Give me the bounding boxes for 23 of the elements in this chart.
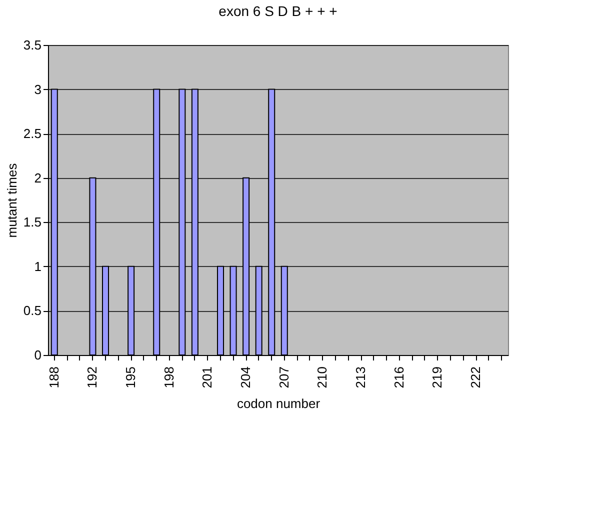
x-axis-title: codon number	[236, 396, 321, 412]
x-tick-label: 192	[84, 366, 100, 388]
chart-title: exon 6 S D B + + +	[218, 3, 338, 19]
x-tick-label: 216	[391, 366, 406, 388]
x-tick-label: 213	[353, 366, 368, 388]
y-tick-label: 1.5	[23, 214, 42, 230]
y-tick-label: 3.5	[23, 38, 42, 52]
y-axis-title: mutant times	[4, 162, 20, 238]
x-tick-label: 210	[314, 366, 330, 388]
y-tick-label: 2.5	[23, 126, 42, 142]
y-tick-label: 1	[34, 258, 42, 274]
x-tick-label: 201	[200, 366, 215, 388]
x-tick-label: 198	[161, 366, 176, 388]
x-tick-label: 207	[276, 366, 292, 388]
y-tick-label: 2	[34, 170, 42, 186]
x-tick-label: 219	[430, 366, 445, 388]
x-tick-label: 222	[468, 366, 484, 388]
x-tick-label: 204	[238, 366, 254, 388]
x-tick-label: 195	[123, 366, 138, 388]
y-tick-label: 0.5	[23, 303, 42, 318]
x-tick-label: 188	[46, 366, 62, 388]
y-tick-label: 3	[34, 82, 42, 97]
y-tick-label: 0	[34, 348, 42, 362]
